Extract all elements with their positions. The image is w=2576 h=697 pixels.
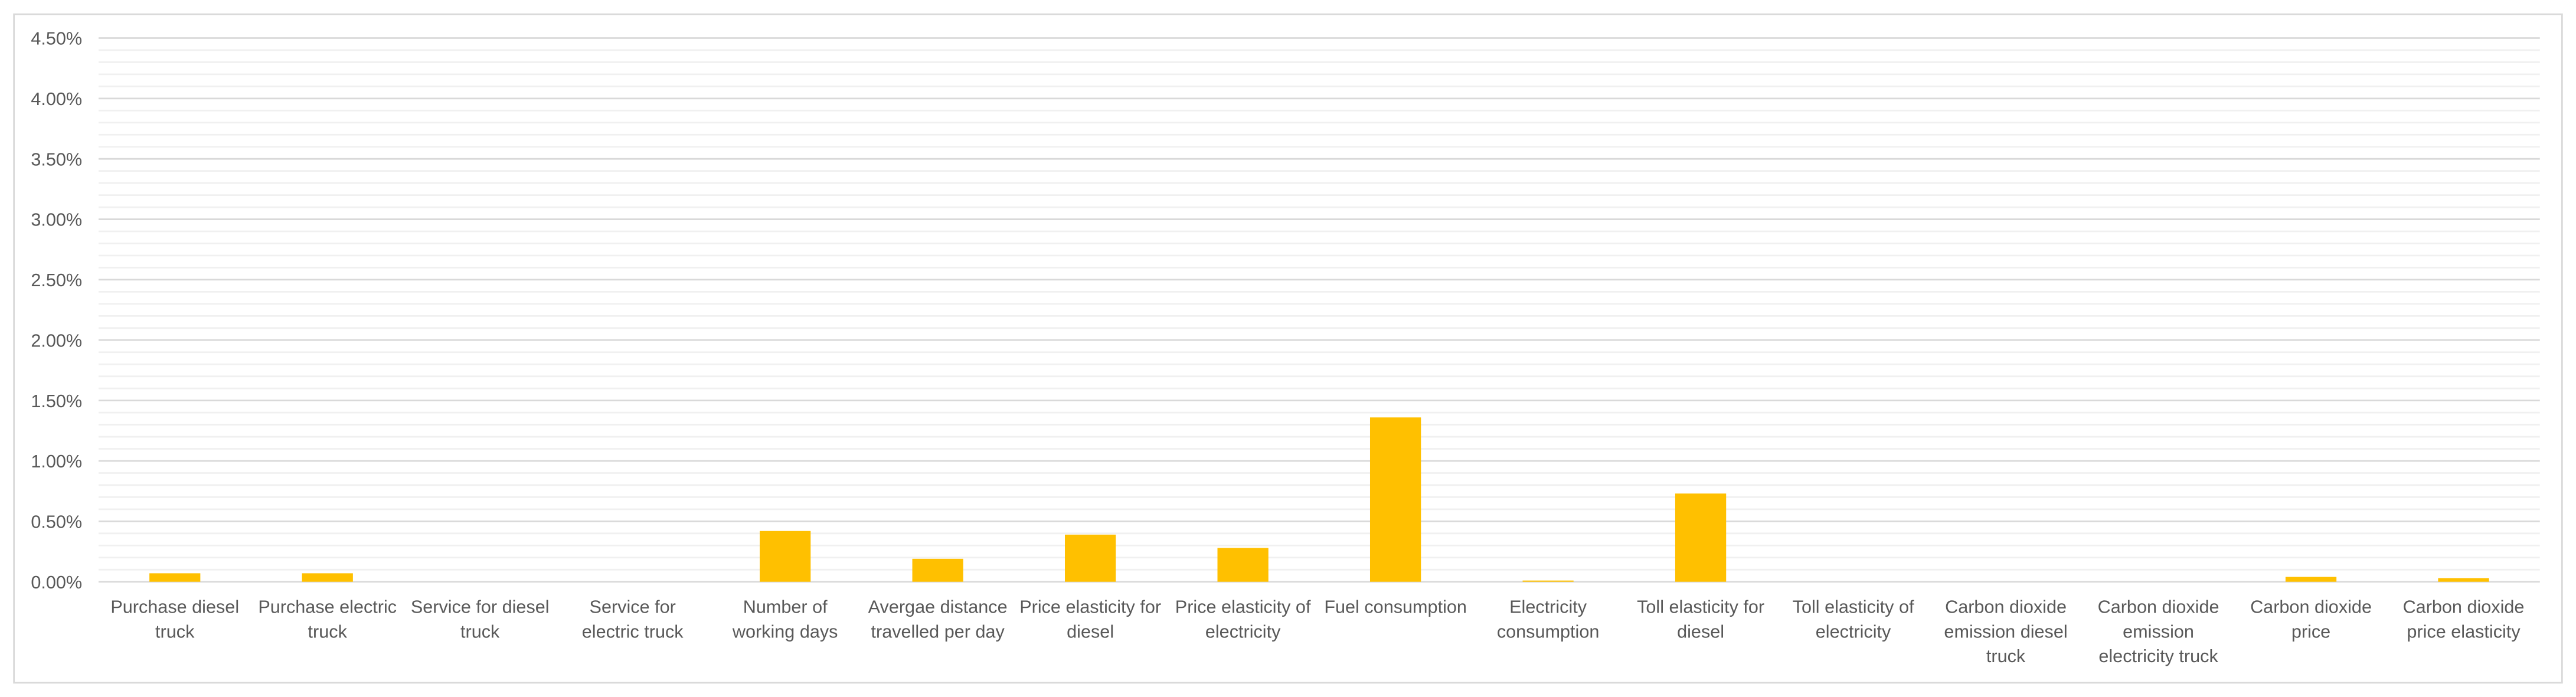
bar — [2285, 577, 2337, 582]
bar — [149, 573, 201, 582]
x-tick-label: Number of working days — [732, 597, 838, 642]
x-tick-label-line: Electricity — [1509, 597, 1587, 617]
x-tick-label-line: truck — [308, 621, 348, 642]
bar — [1522, 580, 1574, 582]
y-tick-label: 4.50% — [31, 29, 82, 49]
x-tick-label-line: truck — [155, 621, 195, 642]
x-tick-label: Purchase electric truck — [258, 597, 397, 642]
x-tick-label: Service for diesel truck — [411, 597, 550, 642]
x-tick-label-line: Service for diesel — [411, 597, 550, 617]
x-tick-label: Avergae distance travelled per day — [868, 597, 1008, 642]
chart-frame — [13, 13, 2563, 684]
x-tick-label-line: Carbon dioxide — [1945, 597, 2067, 617]
x-tick-label: Carbon dioxide emission diesel truck — [1944, 597, 2067, 666]
x-tick-label-line: Toll elasticity for — [1637, 597, 1764, 617]
y-tick-label: 2.00% — [31, 330, 82, 351]
x-tick-label: Price elasticity for diesel — [1019, 597, 1161, 642]
x-tick-label-line: travelled per day — [871, 621, 1005, 642]
x-tick-label: Toll elasticity of electricity — [1793, 597, 1914, 642]
y-tick-label: 4.00% — [31, 89, 82, 109]
x-tick-label-line: Price elasticity of — [1175, 597, 1311, 617]
x-tick-label: Carbon dioxide price elasticity — [2403, 597, 2525, 642]
x-tick-label-line: price — [2291, 621, 2330, 642]
x-tick-label-line: electricity — [1205, 621, 1281, 642]
bar — [1675, 493, 1727, 582]
x-tick-label-line: working days — [732, 621, 838, 642]
x-tick-label-line: Price elasticity for — [1019, 597, 1161, 617]
x-tick-label: Carbon dioxide price — [2250, 597, 2372, 642]
x-tick-label: Electricity consumption — [1497, 597, 1600, 642]
x-tick-label: Price elasticity of electricity — [1175, 597, 1311, 642]
x-tick-label-line: emission — [2123, 621, 2194, 642]
y-tick-label: 0.50% — [31, 512, 82, 532]
x-tick-label-line: consumption — [1497, 621, 1600, 642]
x-tick-label-line: Purchase diesel — [110, 597, 239, 617]
bar — [912, 558, 963, 582]
bar — [302, 573, 353, 582]
bar — [760, 531, 811, 582]
y-tick-label: 3.50% — [31, 149, 82, 169]
x-tick-label-line: truck — [1986, 646, 2026, 666]
x-tick-label-line: Carbon dioxide — [2250, 597, 2372, 617]
x-tick-label-line: Service for — [590, 597, 676, 617]
x-tick-label-line: truck — [460, 621, 500, 642]
x-tick-label-line: Fuel consumption — [1324, 597, 1467, 617]
x-tick-label: Toll elasticity for diesel — [1637, 597, 1764, 642]
y-tick-label: 0.00% — [31, 572, 82, 593]
x-tick-label-line: Toll elasticity of — [1793, 597, 1914, 617]
x-tick-label: Service for electric truck — [582, 597, 684, 642]
x-tick-label-line: Avergae distance — [868, 597, 1008, 617]
x-tick-label-line: Number of — [743, 597, 828, 617]
x-tick-label-line: price elasticity — [2407, 621, 2521, 642]
x-tick-label-line: electricity truck — [2098, 646, 2218, 666]
x-tick-label-line: Purchase electric — [258, 597, 397, 617]
x-tick-label: Carbon dioxide emission electricity truck — [2098, 597, 2219, 666]
y-tick-label: 1.00% — [31, 451, 82, 472]
bar — [1369, 417, 1421, 582]
x-tick-label-line: diesel — [1067, 621, 1114, 642]
x-tick-label: Purchase diesel truck — [110, 597, 239, 642]
x-tick-label-line: emission diesel — [1944, 621, 2067, 642]
y-tick-label: 3.00% — [31, 210, 82, 230]
x-tick-label-line: Carbon dioxide — [2098, 597, 2219, 617]
x-tick-label-line: electricity — [1816, 621, 1891, 642]
bar — [1065, 534, 1116, 582]
bar — [1217, 548, 1269, 582]
x-tick-label-line: diesel — [1677, 621, 1724, 642]
bar — [2438, 578, 2489, 582]
x-tick-label-line: Carbon dioxide — [2403, 597, 2525, 617]
x-tick-label-line: electric truck — [582, 621, 684, 642]
y-tick-label: 2.50% — [31, 270, 82, 290]
x-tick-label: Fuel consumption — [1324, 597, 1467, 617]
y-tick-label: 1.50% — [31, 391, 82, 411]
